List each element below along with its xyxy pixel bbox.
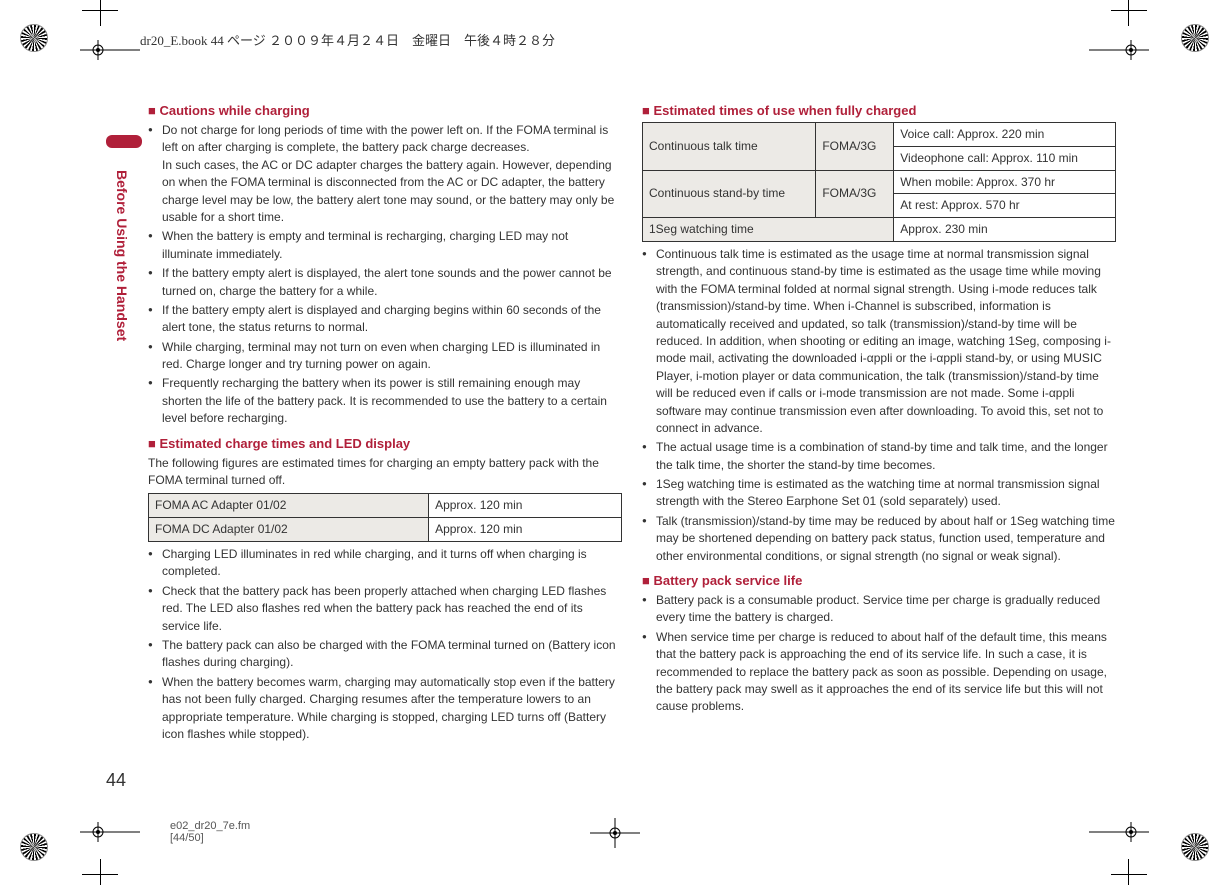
table-cell: FOMA/3G [816,123,894,171]
heading-cautions: Cautions while charging [148,103,622,118]
crop-mark [100,859,101,885]
table-cell: FOMA AC Adapter 01/02 [149,494,429,518]
table-cell: Approx. 230 min [894,218,1116,242]
section-tab [106,135,142,148]
table-cell: Approx. 120 min [429,494,622,518]
table-cell: FOMA DC Adapter 01/02 [149,518,429,542]
table-cell: FOMA/3G [816,170,894,218]
table-cell: Continuous talk time [643,123,816,171]
table-cell: At rest: Approx. 570 hr [894,194,1116,218]
list-item: Continuous talk time is estimated as the… [642,246,1116,437]
paragraph: The following figures are estimated time… [148,455,622,490]
list-item: The battery pack can also be charged wit… [148,637,622,672]
bullets-battery-life: Battery pack is a consumable product. Se… [642,592,1116,716]
table-row: FOMA AC Adapter 01/02 Approx. 120 min [149,494,622,518]
bullets-led: Charging LED illuminates in red while ch… [148,546,622,743]
heading-charge-times: Estimated charge times and LED display [148,436,622,451]
list-item: Battery pack is a consumable product. Se… [642,592,1116,627]
list-item: Check that the battery pack has been pro… [148,583,622,635]
table-cell: Voice call: Approx. 220 min [894,123,1116,147]
crop-mark [1128,0,1129,26]
list-item: Talk (transmission)/stand-by time may be… [642,513,1116,565]
table-cell: When mobile: Approx. 370 hr [894,170,1116,194]
table-row: Continuous talk time FOMA/3G Voice call:… [643,123,1116,147]
page-header-meta: dr20_E.book 44 ページ ２００９年４月２４日 金曜日 午後４時２８… [140,30,555,49]
crop-mark [1111,10,1147,11]
list-item: When the battery becomes warm, charging … [148,674,622,744]
crop-mark [1128,859,1129,885]
fold-mark [1089,40,1149,63]
footer-info: e02_dr20_7e.fm [44/50] [170,820,250,844]
sidebar-section-label: Before Using the Handset [114,170,130,341]
table-charge-times: FOMA AC Adapter 01/02 Approx. 120 min FO… [148,493,622,542]
table-row: Continuous stand-by time FOMA/3G When mo… [643,170,1116,194]
heading-use-times: Estimated times of use when fully charge… [642,103,1116,118]
table-cell: Videophone call: Approx. 110 min [894,146,1116,170]
print-mark-br [1181,833,1209,861]
list-item: When the battery is empty and terminal i… [148,228,622,263]
fold-mark [80,40,140,63]
list-item: While charging, terminal may not turn on… [148,339,622,374]
list-item: Do not charge for long periods of time w… [148,122,622,226]
table-cell: 1Seg watching time [643,218,894,242]
left-column: Cautions while charging Do not charge fo… [148,95,622,745]
heading-battery-life: Battery pack service life [642,573,1116,588]
table-row: FOMA DC Adapter 01/02 Approx. 120 min [149,518,622,542]
fold-mark [1089,822,1149,845]
crop-mark [1111,874,1147,875]
list-item: 1Seg watching time is estimated as the w… [642,476,1116,511]
list-item: When service time per charge is reduced … [642,629,1116,716]
footer-page: [44/50] [170,832,250,844]
print-mark-bl [20,833,48,861]
fold-mark-center [590,818,640,851]
fold-mark [80,822,140,845]
list-item: The actual usage time is a combination o… [642,439,1116,474]
list-item: If the battery empty alert is displayed … [148,302,622,337]
list-item: Frequently recharging the battery when i… [148,375,622,427]
table-row: 1Seg watching time Approx. 230 min [643,218,1116,242]
list-item: If the battery empty alert is displayed,… [148,265,622,300]
right-column: Estimated times of use when fully charge… [642,95,1116,745]
table-use-times: Continuous talk time FOMA/3G Voice call:… [642,122,1116,242]
bullets-cautions: Do not charge for long periods of time w… [148,122,622,428]
bullets-use-times: Continuous talk time is estimated as the… [642,246,1116,565]
page-number: 44 [106,770,126,791]
footer-file: e02_dr20_7e.fm [170,820,250,832]
print-mark-tr [1181,24,1209,52]
crop-mark [100,0,101,26]
list-item: Charging LED illuminates in red while ch… [148,546,622,581]
table-cell: Continuous stand-by time [643,170,816,218]
table-cell: Approx. 120 min [429,518,622,542]
content-area: Cautions while charging Do not charge fo… [148,95,1116,745]
print-mark-tl [20,24,48,52]
